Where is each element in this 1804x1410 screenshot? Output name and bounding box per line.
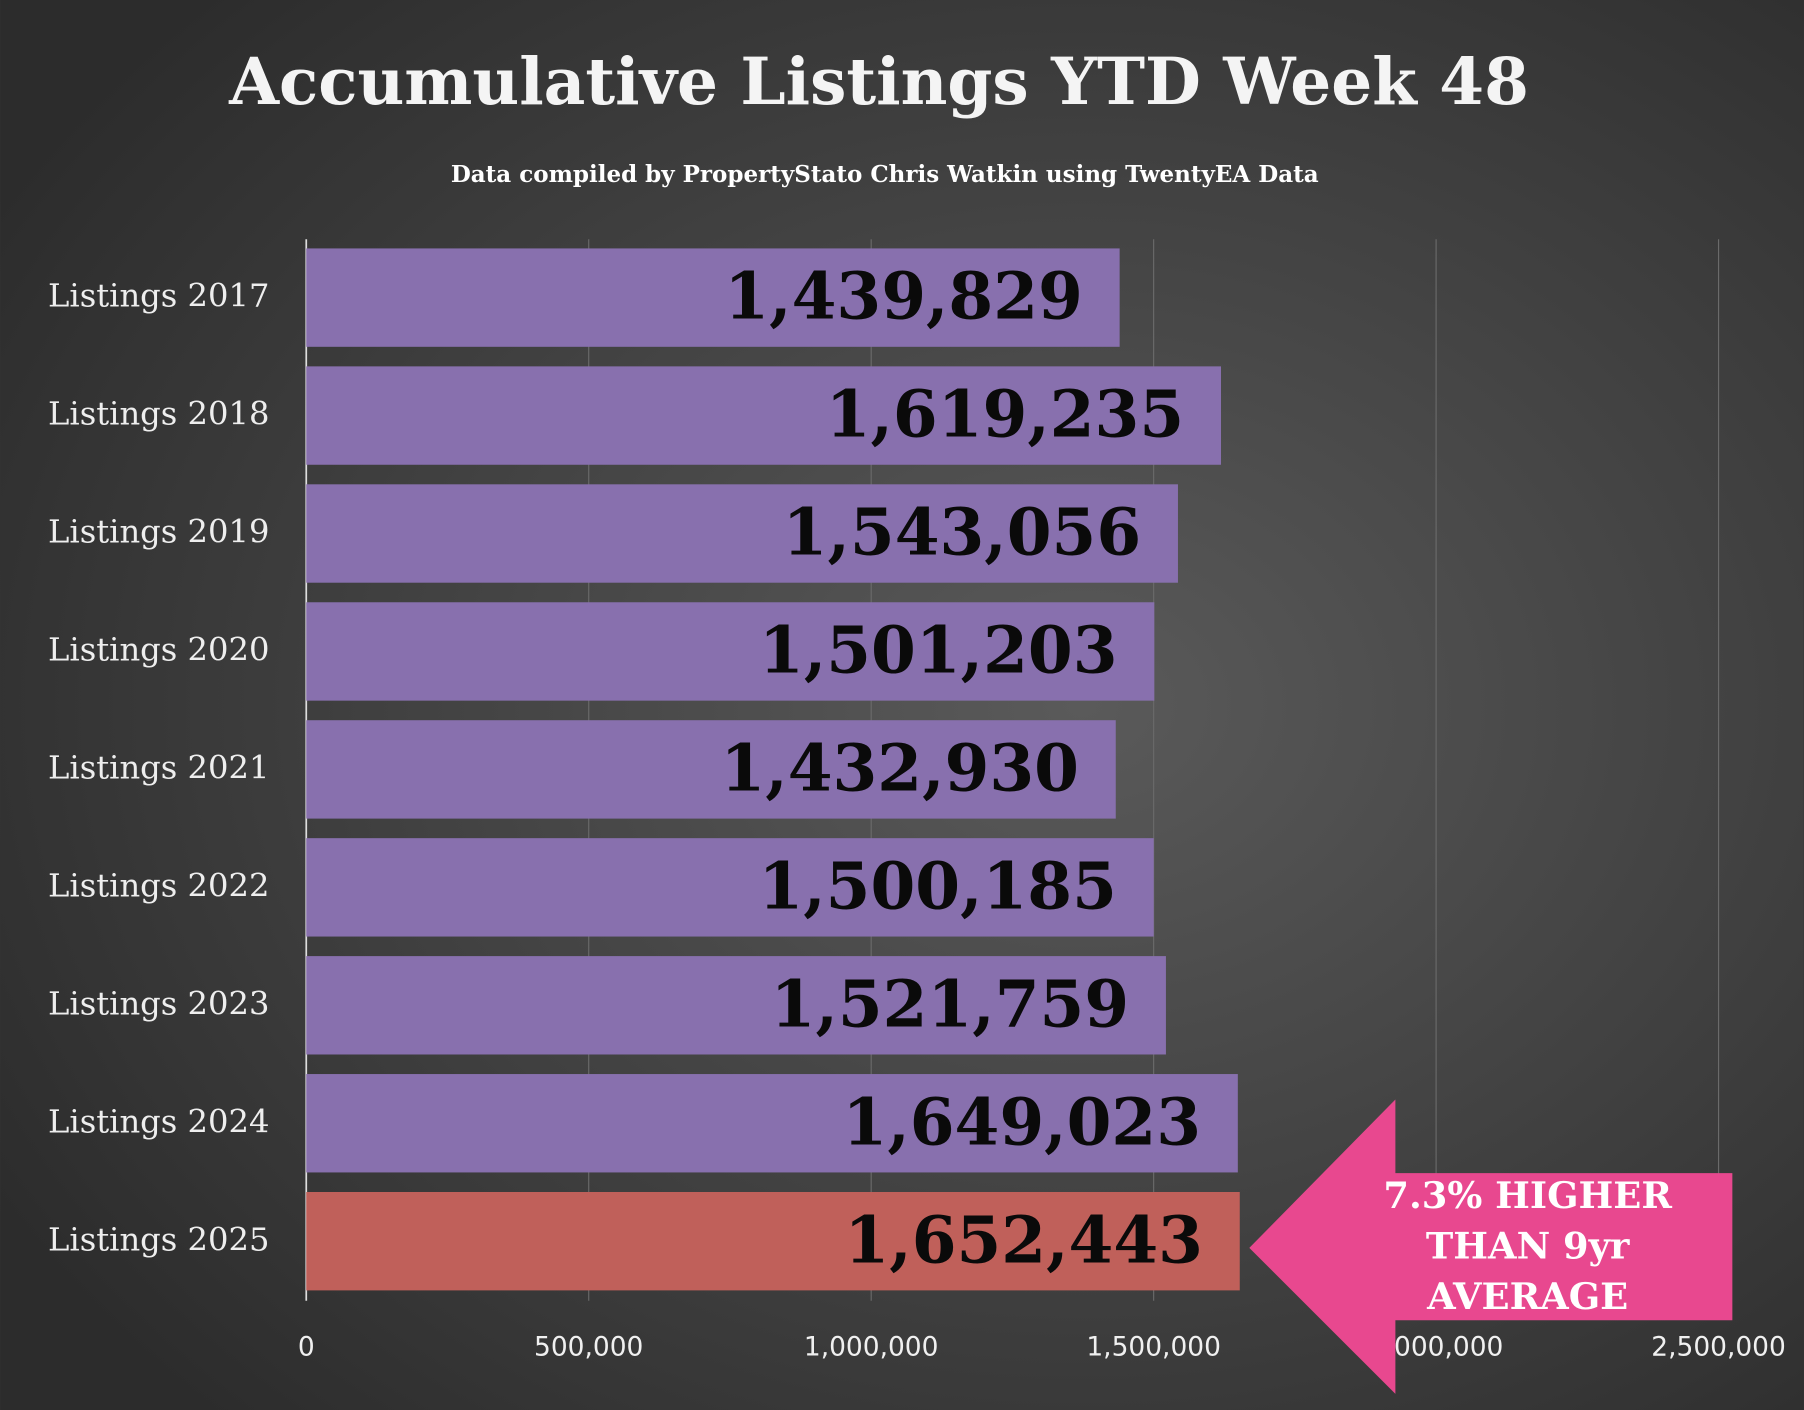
chart-subtitle: Data compiled by PropertyStato Chris Wat… xyxy=(451,161,1319,188)
annotation-text: THAN 9yr xyxy=(1426,1223,1630,1267)
bar xyxy=(306,1074,1238,1173)
bar xyxy=(306,602,1155,701)
y-tick-label: Listings 2021 xyxy=(48,748,269,786)
value-label: 1,432,930 xyxy=(720,732,1078,807)
x-tick-label: 2,500,000 xyxy=(1651,1331,1786,1362)
annotation-text: AVERAGE xyxy=(1426,1274,1628,1318)
y-tick-label: Listings 2020 xyxy=(48,631,269,669)
value-label: 1,501,203 xyxy=(759,614,1117,689)
bar xyxy=(306,248,1120,347)
x-tick-label: 1,000,000 xyxy=(804,1331,939,1362)
annotation: 7.3% HIGHER THAN 9yr AVERAGE xyxy=(1249,1099,1733,1394)
value-label: 1,619,235 xyxy=(826,378,1184,453)
y-tick-label: Listings 2023 xyxy=(48,984,269,1022)
bars: Listings 2017 1,439,829 Listings 2018 1,619… xyxy=(48,248,1240,1291)
annotation-text: 7.3% HIGHER xyxy=(1383,1173,1672,1217)
annotation-arrow xyxy=(1249,1099,1733,1394)
y-tick-label: Listings 2019 xyxy=(48,513,269,551)
bar xyxy=(306,484,1178,583)
bar xyxy=(306,956,1166,1055)
bar xyxy=(306,1191,1240,1291)
y-tick-label: Listings 2024 xyxy=(48,1102,269,1140)
value-label: 1,652,443 xyxy=(844,1203,1202,1278)
y-tick-label: Listings 2025 xyxy=(48,1220,269,1258)
chart-title: Accumulative Listings YTD Week 48 xyxy=(228,45,1529,120)
value-label: 1,649,023 xyxy=(843,1085,1201,1160)
bar xyxy=(306,720,1116,819)
x-tick-label: 500,000 xyxy=(534,1331,643,1362)
bar xyxy=(306,838,1154,937)
y-tick-label: Listings 2022 xyxy=(48,866,269,904)
bar xyxy=(306,366,1221,465)
y-tick-label: Listings 2018 xyxy=(48,395,269,433)
value-label: 1,543,056 xyxy=(783,496,1141,571)
y-tick-label: Listings 2017 xyxy=(48,277,269,315)
x-tick-label: 1,500,000 xyxy=(1086,1331,1221,1362)
x-tick-label: 0 xyxy=(298,1331,315,1362)
value-label: 1,500,185 xyxy=(758,849,1116,924)
value-label: 1,521,759 xyxy=(771,967,1129,1042)
value-label: 1,439,829 xyxy=(724,260,1082,335)
